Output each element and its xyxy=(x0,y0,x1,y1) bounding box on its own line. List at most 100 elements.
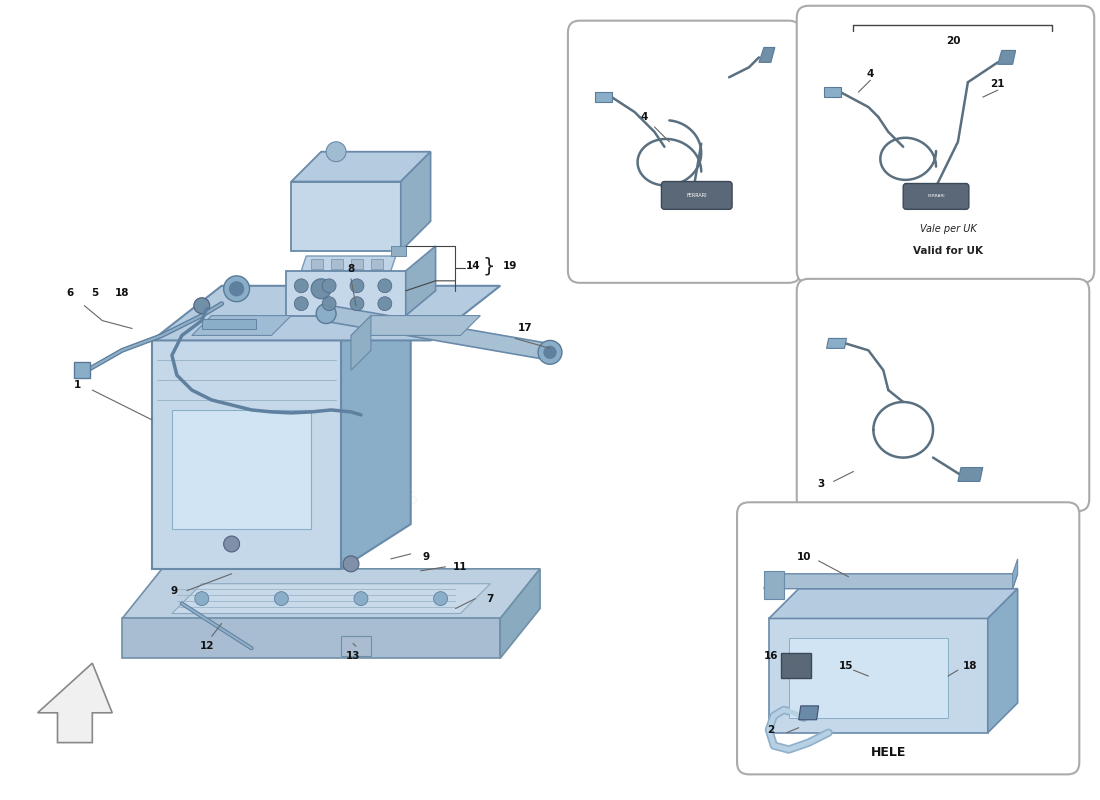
Text: 10: 10 xyxy=(796,552,811,562)
Polygon shape xyxy=(331,259,343,269)
Text: 5: 5 xyxy=(90,288,98,298)
Text: 1: 1 xyxy=(74,380,81,390)
Polygon shape xyxy=(998,50,1015,64)
Polygon shape xyxy=(351,315,371,370)
Circle shape xyxy=(230,282,243,296)
Text: a leader for parts since 1985: a leader for parts since 1985 xyxy=(220,490,422,607)
Circle shape xyxy=(274,592,288,606)
Polygon shape xyxy=(763,571,784,598)
Circle shape xyxy=(223,276,250,302)
Polygon shape xyxy=(371,259,383,269)
Text: 9: 9 xyxy=(170,586,177,596)
Polygon shape xyxy=(172,584,491,614)
Polygon shape xyxy=(351,259,363,269)
Polygon shape xyxy=(789,638,948,718)
Circle shape xyxy=(322,297,337,310)
Polygon shape xyxy=(286,271,406,315)
Polygon shape xyxy=(311,259,323,269)
Circle shape xyxy=(223,536,240,552)
Text: 16: 16 xyxy=(763,651,778,662)
Text: 4: 4 xyxy=(867,70,875,79)
Text: 15: 15 xyxy=(839,661,854,671)
Polygon shape xyxy=(958,467,982,482)
Polygon shape xyxy=(351,315,481,335)
Polygon shape xyxy=(321,306,560,360)
Polygon shape xyxy=(824,87,840,97)
Polygon shape xyxy=(1013,559,1018,589)
Text: 12: 12 xyxy=(199,642,214,651)
Text: FERRARI: FERRARI xyxy=(686,193,707,198)
Text: 14: 14 xyxy=(466,261,481,271)
FancyBboxPatch shape xyxy=(796,279,1089,511)
Text: FERRARI: FERRARI xyxy=(927,194,945,198)
Polygon shape xyxy=(152,286,500,341)
Circle shape xyxy=(544,346,556,358)
Polygon shape xyxy=(292,152,430,182)
Circle shape xyxy=(354,592,367,606)
Polygon shape xyxy=(799,706,818,720)
Circle shape xyxy=(538,341,562,364)
Polygon shape xyxy=(37,663,112,742)
Circle shape xyxy=(326,142,346,162)
Text: 18: 18 xyxy=(114,288,130,298)
Text: 20: 20 xyxy=(946,35,960,46)
Polygon shape xyxy=(763,574,1018,589)
FancyBboxPatch shape xyxy=(661,182,733,210)
Polygon shape xyxy=(781,654,811,678)
Text: 4: 4 xyxy=(641,112,648,122)
Polygon shape xyxy=(152,341,341,569)
Polygon shape xyxy=(122,569,540,618)
Text: Vale per UK: Vale per UK xyxy=(920,224,977,234)
Text: 21: 21 xyxy=(990,79,1005,90)
FancyBboxPatch shape xyxy=(737,502,1079,774)
Text: }: } xyxy=(482,257,495,275)
Polygon shape xyxy=(406,246,436,315)
FancyBboxPatch shape xyxy=(796,6,1094,283)
Circle shape xyxy=(378,279,392,293)
Polygon shape xyxy=(769,589,1018,618)
Text: 13: 13 xyxy=(345,651,361,662)
FancyBboxPatch shape xyxy=(903,183,969,210)
Circle shape xyxy=(195,592,209,606)
Text: europ: europ xyxy=(169,369,394,530)
Text: Valid for UK: Valid for UK xyxy=(913,246,983,256)
Polygon shape xyxy=(191,315,292,335)
Text: 11: 11 xyxy=(453,562,468,572)
Polygon shape xyxy=(341,296,410,569)
Circle shape xyxy=(194,298,210,314)
Polygon shape xyxy=(759,47,774,62)
Text: 6: 6 xyxy=(67,288,74,298)
Polygon shape xyxy=(341,636,371,656)
Text: 19: 19 xyxy=(503,261,517,271)
Circle shape xyxy=(433,592,448,606)
Text: 2: 2 xyxy=(768,725,774,734)
Polygon shape xyxy=(122,618,501,658)
Text: 7: 7 xyxy=(486,594,494,604)
Polygon shape xyxy=(500,569,540,658)
Circle shape xyxy=(322,279,337,293)
Text: 9: 9 xyxy=(422,552,429,562)
Text: 8: 8 xyxy=(348,264,354,274)
Polygon shape xyxy=(292,182,400,251)
Polygon shape xyxy=(400,152,430,251)
Circle shape xyxy=(378,297,392,310)
Polygon shape xyxy=(595,92,612,102)
Polygon shape xyxy=(390,246,406,256)
Text: 3: 3 xyxy=(817,479,824,490)
Polygon shape xyxy=(826,338,847,348)
Circle shape xyxy=(295,297,308,310)
Text: HELE: HELE xyxy=(870,746,906,759)
FancyBboxPatch shape xyxy=(568,21,801,283)
Text: 17: 17 xyxy=(518,323,532,334)
Polygon shape xyxy=(201,318,256,329)
Circle shape xyxy=(311,279,331,298)
Polygon shape xyxy=(75,362,90,378)
Circle shape xyxy=(343,556,359,572)
Polygon shape xyxy=(301,256,396,271)
Circle shape xyxy=(350,297,364,310)
Polygon shape xyxy=(172,410,311,529)
Text: 18: 18 xyxy=(962,661,977,671)
Circle shape xyxy=(316,304,337,323)
Polygon shape xyxy=(769,618,988,733)
Circle shape xyxy=(350,279,364,293)
